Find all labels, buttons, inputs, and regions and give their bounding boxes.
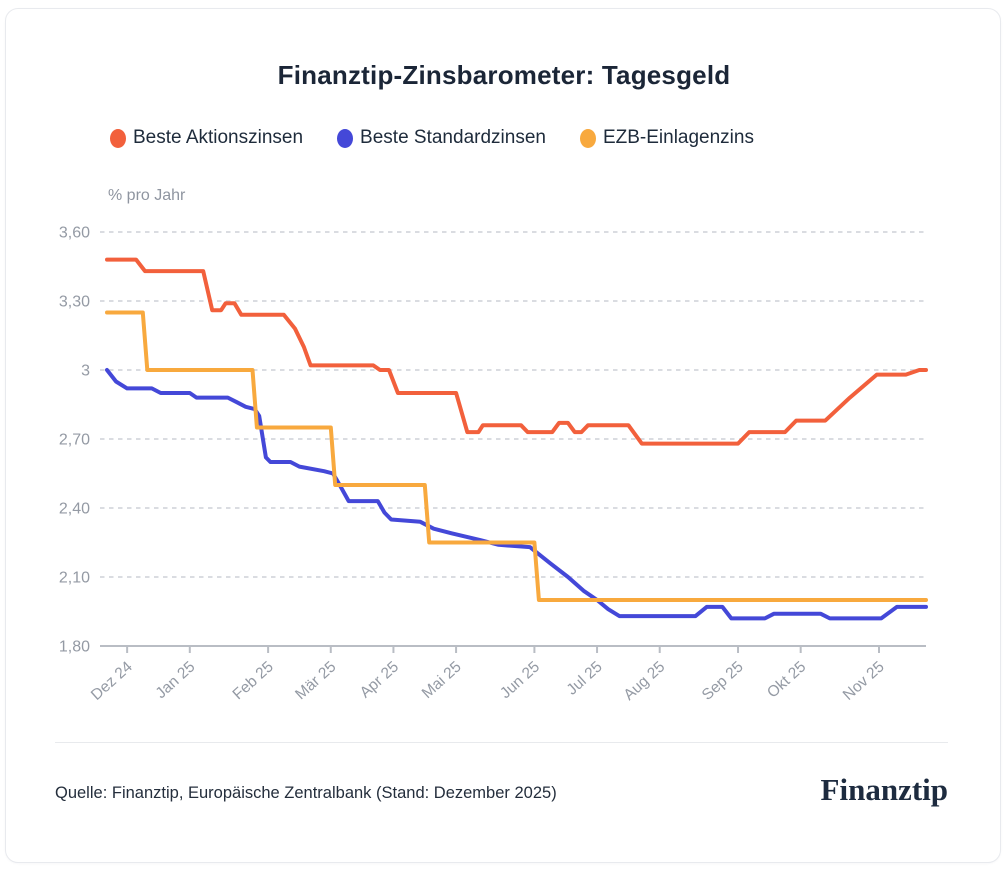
x-tick-label: Aug 25 xyxy=(620,658,668,704)
legend-label: EZB-Einlagenzins xyxy=(602,127,754,148)
legend-item-ezb-einlagenzins: EZB-Einlagenzins xyxy=(579,127,754,149)
legend-label: Beste Aktionszinsen xyxy=(133,127,304,148)
y-tick-label: 3,60 xyxy=(59,225,90,242)
y-tick-label: 2,10 xyxy=(59,570,90,587)
y-tick-label: 1,80 xyxy=(59,639,90,656)
series-line-beste-standardzinsen xyxy=(105,368,928,621)
series-line-ezb-einlagenzins xyxy=(105,310,928,602)
x-tick-label: Jul 25 xyxy=(564,658,606,698)
x-tick-label: Jun 25 xyxy=(497,658,543,702)
x-tick-label: Feb 25 xyxy=(230,658,277,703)
x-tick-label: Mai 25 xyxy=(419,658,465,702)
x-tick-label: Okt 25 xyxy=(764,658,809,701)
x-tick-label: Dez 24 xyxy=(88,658,136,704)
legend-label: Beste Standardzinsen xyxy=(360,127,546,148)
y-tick-label: 2,40 xyxy=(59,501,90,518)
x-tick-label: Jan 25 xyxy=(153,658,199,702)
x-tick-label: Mär 25 xyxy=(292,658,339,703)
legend-item-beste-aktionszinsen: Beste Aktionszinsen xyxy=(110,127,303,149)
series-line-beste-aktionszinsen xyxy=(105,257,928,446)
chart-title: Finanztip-Zinsbarometer: Tagesgeld xyxy=(277,60,731,90)
legend-dot-icon xyxy=(579,128,596,148)
legend-dot-icon xyxy=(337,128,354,148)
x-tick-label: Nov 25 xyxy=(840,658,888,704)
line-chart: 3,60 3,30 3 2,70 2,40 2,10 1,80 Dez 24 Jan 25 Feb… xyxy=(59,225,928,704)
x-tick-label: Apr 25 xyxy=(357,658,402,701)
footer-divider xyxy=(55,742,948,743)
y-axis-title: % pro Jahr xyxy=(108,187,186,204)
y-tick-label: 3,30 xyxy=(59,294,90,311)
y-tick-label: 2,70 xyxy=(59,432,90,449)
legend: Beste Aktionszinsen Beste Standardzinsen… xyxy=(110,127,754,149)
chart-card xyxy=(5,8,1001,863)
y-tick-label: 3 xyxy=(81,363,90,380)
finanztip-logo: Finanztip xyxy=(820,772,948,807)
x-tick-label: Sep 25 xyxy=(699,658,747,704)
source-note: Quelle: Finanztip, Europäische Zentralba… xyxy=(55,784,557,802)
legend-dot-icon xyxy=(110,128,126,148)
legend-item-beste-standardzinsen: Beste Standardzinsen xyxy=(337,127,546,149)
